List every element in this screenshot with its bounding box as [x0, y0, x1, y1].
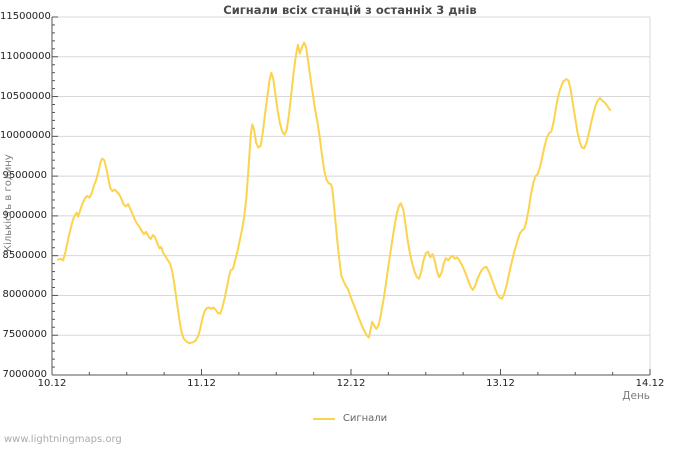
y-tick-label: 8500000 — [2, 249, 47, 261]
legend-line-swatch — [312, 417, 335, 420]
x-tick-label: 12.12 — [336, 378, 366, 389]
y-tick-label: 11500000 — [0, 11, 51, 22]
y-tick-label: 10500000 — [0, 90, 51, 102]
x-tick-label: 13.12 — [486, 378, 515, 389]
legend: Сигнали — [0, 413, 700, 424]
y-tick-label: 10000000 — [0, 130, 51, 142]
y-tick-label: 7000000 — [2, 369, 47, 380]
x-tick-label: 11.12 — [187, 378, 216, 389]
y-tick-label: 11000000 — [0, 50, 51, 62]
y-tick-label: 9500000 — [2, 170, 47, 182]
x-axis-title: День — [622, 390, 650, 402]
x-tick-label: 14.12 — [635, 378, 665, 389]
signals-line — [57, 41, 612, 345]
chart-title: Сигнали всіх станцій з останніх 3 днів — [223, 3, 477, 17]
watermark-text: www.lightningmaps.org — [4, 434, 122, 445]
y-tick-label: 7500000 — [2, 329, 47, 341]
y-tick-label: 8000000 — [2, 289, 47, 301]
legend-label: Сигнали — [342, 413, 388, 424]
x-tick-label: 10.12 — [37, 378, 67, 389]
y-axis-title: Кількість в годину — [3, 154, 14, 252]
y-tick-label: 9000000 — [2, 209, 47, 221]
